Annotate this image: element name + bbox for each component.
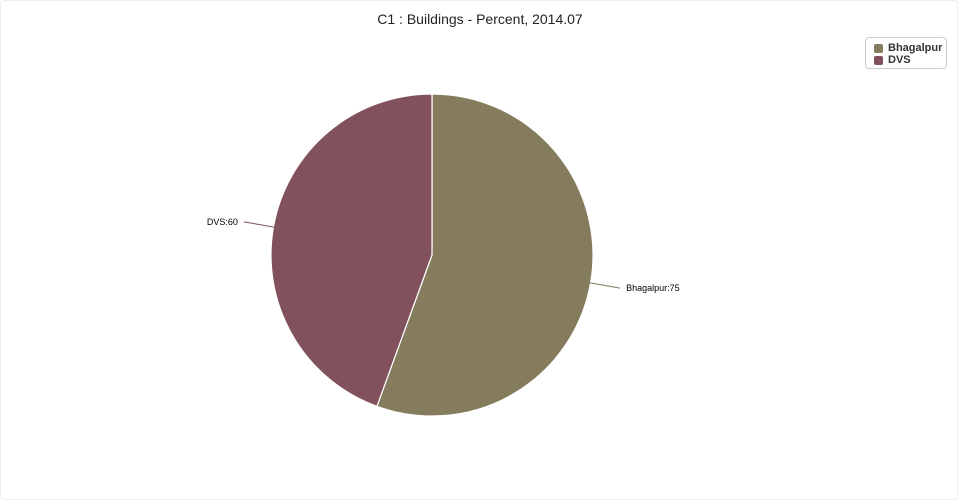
leader-line-bhagalpur bbox=[588, 282, 621, 289]
slice-label-dvs: DVS:60 bbox=[207, 217, 238, 227]
leader-line-dvs bbox=[243, 221, 276, 228]
legend-item-dvs[interactable]: DVS bbox=[874, 54, 946, 66]
legend-label-dvs: DVS bbox=[888, 54, 911, 66]
legend-swatch-bhagalpur bbox=[874, 43, 883, 53]
chart-title: C1 : Buildings - Percent, 2014.07 bbox=[377, 11, 583, 27]
legend-swatch-dvs bbox=[874, 55, 883, 65]
slice-label-bhagalpur: Bhagalpur:75 bbox=[626, 283, 680, 293]
chart-legend: Bhagalpur DVS bbox=[865, 37, 947, 69]
legend-item-bhagalpur[interactable]: Bhagalpur bbox=[874, 42, 946, 54]
legend-label-bhagalpur: Bhagalpur bbox=[888, 42, 943, 54]
